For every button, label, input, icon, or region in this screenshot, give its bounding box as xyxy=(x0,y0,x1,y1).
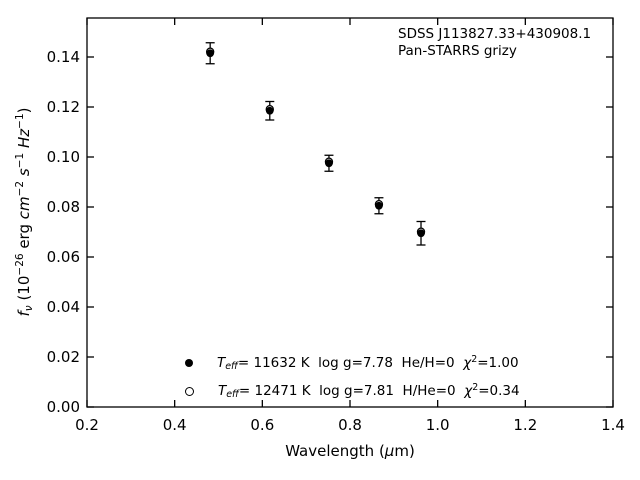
x-tick-label: 1.0 xyxy=(426,416,450,434)
y-axis-label: fν (10−26 erg cm−2 s−1 Hz−1) xyxy=(14,107,35,317)
x-tick-label: 0.6 xyxy=(250,416,274,434)
x-tick-label: 1.4 xyxy=(601,416,625,434)
annotation-block: SDSS J113827.33+430908.1 Pan-STARRS griz… xyxy=(398,26,591,59)
filled-circle-icon xyxy=(185,359,193,367)
y-tick-label: 0.12 xyxy=(47,98,80,116)
x-tick-label: 0.2 xyxy=(75,416,99,434)
annotation-survey: Pan-STARRS grizy xyxy=(398,42,517,59)
chi-symbol: χ xyxy=(464,383,473,399)
annotation-object-id: SDSS J113827.33+430908.1 xyxy=(398,26,592,42)
legend-label-model1: Teff= 11632 K log g=7.78 He/H=0 χ2=1.00 xyxy=(217,353,519,373)
y-tick-label: 0.02 xyxy=(47,348,80,366)
data-point-filled-circle xyxy=(417,229,425,238)
y-tick-label: 0.04 xyxy=(47,298,80,316)
legend-entry-model1: Teff= 11632 K log g=7.78 He/H=0 χ2=1.00 xyxy=(185,354,519,372)
y-tick-label: 0.06 xyxy=(47,248,80,266)
legend-label-model2: Teff= 12471 K log g=7.81 H/He=0 χ2=0.34 xyxy=(218,381,520,401)
x-tick-label: 0.4 xyxy=(163,416,187,434)
y-tick-label: 0.10 xyxy=(47,148,80,166)
chi-symbol: χ xyxy=(463,355,472,371)
y-tick-label: 0.14 xyxy=(47,48,80,66)
data-point-filled-circle xyxy=(325,159,333,168)
data-point-filled-circle xyxy=(265,106,274,115)
axes-frame xyxy=(86,17,614,408)
open-circle-icon xyxy=(185,386,194,396)
y-tick-label: 0.00 xyxy=(47,398,80,416)
x-axis-label: Wavelength (μm) xyxy=(285,442,415,460)
legend-entry-model2: Teff= 12471 K log g=7.81 H/He=0 χ2=0.34 xyxy=(185,382,520,400)
y-tick-label: 0.08 xyxy=(47,198,80,216)
mu-symbol: μ xyxy=(384,442,395,460)
data-point-filled-circle xyxy=(375,201,383,210)
x-tick-label: 0.8 xyxy=(338,416,362,434)
x-tick-label: 1.2 xyxy=(513,416,537,434)
data-point-filled-circle xyxy=(206,49,215,58)
